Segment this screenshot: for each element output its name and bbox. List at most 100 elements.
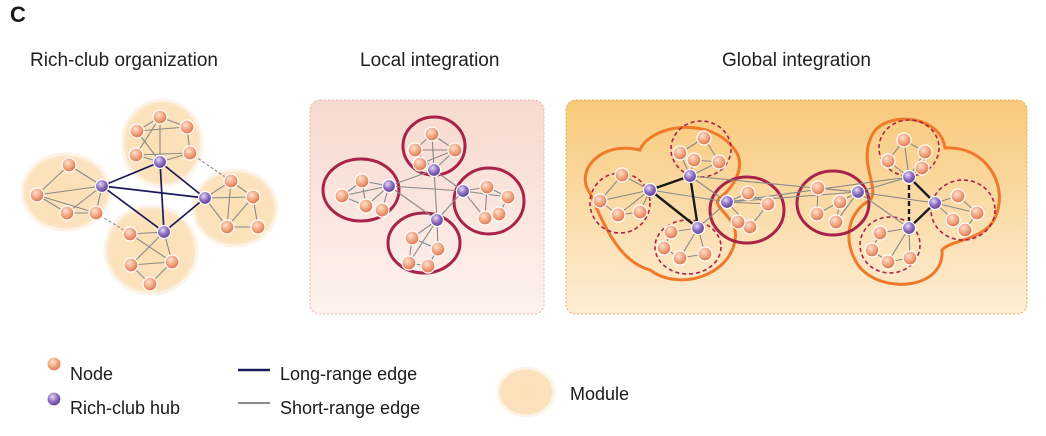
rich-club-hub bbox=[152, 154, 168, 170]
module-ring bbox=[708, 175, 786, 245]
legend-long-edge-label: Long-range edge bbox=[280, 364, 418, 384]
short-range-edge bbox=[204, 196, 254, 199]
global-module-ring bbox=[583, 126, 742, 282]
node bbox=[500, 189, 516, 205]
node bbox=[420, 258, 436, 274]
node bbox=[245, 189, 261, 205]
rich-club-hub bbox=[197, 190, 213, 206]
node bbox=[945, 212, 961, 228]
rich-club-hub bbox=[901, 169, 917, 185]
node bbox=[122, 226, 138, 242]
node bbox=[223, 173, 239, 189]
node bbox=[182, 145, 198, 161]
short-range-edge bbox=[36, 194, 97, 214]
node bbox=[632, 204, 648, 220]
panel-letter: C bbox=[10, 2, 26, 27]
rich-club-hub bbox=[429, 212, 445, 228]
legend-module-icon bbox=[496, 366, 556, 418]
node bbox=[374, 202, 390, 218]
short-range-edge bbox=[130, 231, 165, 266]
node bbox=[950, 188, 966, 204]
node bbox=[656, 240, 672, 256]
rich-club-hub bbox=[94, 178, 110, 194]
global-module-ring bbox=[847, 117, 1001, 286]
short-range-edge bbox=[135, 152, 191, 156]
node bbox=[29, 187, 45, 203]
rich-club-hub bbox=[682, 168, 698, 184]
title-rich-club: Rich-club organization bbox=[30, 50, 218, 71]
short-range-edge bbox=[649, 189, 728, 203]
node bbox=[810, 180, 826, 196]
long-range-edge bbox=[101, 185, 165, 233]
short-range-edge bbox=[857, 176, 910, 193]
node bbox=[832, 194, 848, 210]
module-ring bbox=[795, 169, 871, 237]
legend-node-icon bbox=[46, 356, 62, 372]
short-range-edge bbox=[226, 180, 232, 228]
node bbox=[730, 214, 746, 230]
short-range-edge bbox=[433, 169, 438, 221]
node bbox=[358, 198, 374, 214]
legend-hub-icon bbox=[46, 391, 62, 407]
node bbox=[663, 224, 679, 240]
node bbox=[969, 205, 985, 221]
node bbox=[672, 250, 688, 266]
node bbox=[412, 156, 428, 172]
node bbox=[872, 225, 888, 241]
node bbox=[142, 276, 158, 292]
node bbox=[491, 206, 507, 222]
node bbox=[610, 207, 626, 223]
node bbox=[401, 255, 417, 271]
node bbox=[479, 179, 495, 195]
short-range-edge bbox=[599, 189, 651, 202]
rich-club-hub bbox=[156, 224, 172, 240]
short-range-edge bbox=[857, 191, 936, 204]
rich-club-hub bbox=[901, 220, 917, 236]
node bbox=[354, 173, 370, 189]
title-global-integration: Global integration bbox=[722, 50, 871, 71]
title-local-integration: Local integration bbox=[360, 50, 500, 71]
long-range-edge bbox=[101, 185, 206, 199]
short-range-edge bbox=[388, 185, 464, 192]
node bbox=[902, 250, 918, 266]
node bbox=[123, 257, 139, 273]
node bbox=[760, 196, 776, 212]
node bbox=[711, 154, 727, 170]
node bbox=[917, 144, 933, 160]
sub-module-ring bbox=[930, 179, 996, 241]
node bbox=[740, 185, 756, 201]
short-range-edge bbox=[189, 152, 232, 182]
node bbox=[477, 210, 493, 226]
node bbox=[914, 160, 930, 176]
local-panel-bg bbox=[309, 99, 545, 315]
short-range-edge bbox=[388, 169, 435, 187]
sub-module-ring bbox=[859, 216, 921, 274]
node bbox=[129, 123, 145, 139]
short-range-edge bbox=[129, 233, 173, 263]
node bbox=[880, 254, 896, 270]
node bbox=[59, 205, 75, 221]
rich-club-hub bbox=[381, 178, 397, 194]
long-range-edge bbox=[101, 161, 161, 187]
node bbox=[864, 242, 880, 258]
node bbox=[334, 188, 350, 204]
rich-club-hub bbox=[426, 162, 442, 178]
rich-club-hub bbox=[850, 184, 866, 200]
node bbox=[880, 153, 896, 169]
rich-club-hub bbox=[719, 194, 735, 210]
node bbox=[407, 142, 423, 158]
long-range-edge bbox=[159, 161, 165, 233]
node bbox=[61, 157, 77, 173]
legend-short-edge-label: Short-range edge bbox=[280, 398, 421, 418]
rich-club-hub bbox=[455, 183, 471, 199]
node bbox=[686, 152, 702, 168]
short-range-edge bbox=[689, 175, 728, 203]
node bbox=[88, 205, 104, 221]
long-range-edge bbox=[159, 161, 206, 199]
legend-module-label: Module bbox=[570, 384, 630, 404]
node bbox=[809, 206, 825, 222]
node bbox=[152, 109, 168, 125]
long-range-edge bbox=[688, 175, 700, 229]
long-range-edge bbox=[649, 189, 699, 229]
node bbox=[447, 142, 463, 158]
